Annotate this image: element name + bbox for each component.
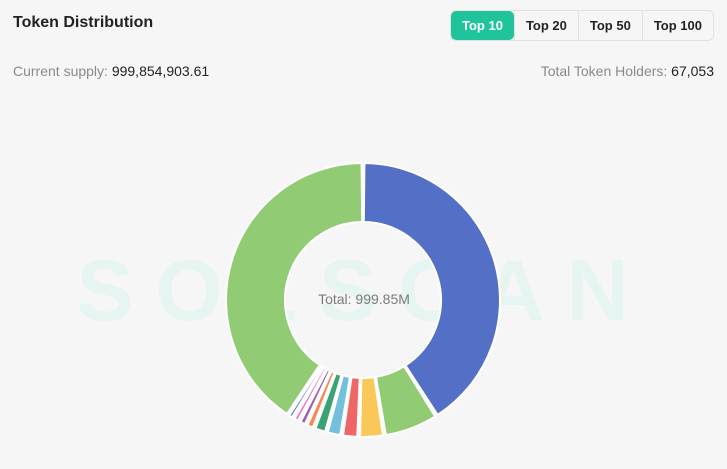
donut-slice-11[interactable] — [225, 162, 364, 415]
current-supply-label: Current supply: — [13, 63, 108, 79]
tab-top-10[interactable]: Top 10 — [451, 11, 514, 40]
donut-slice-1[interactable] — [362, 162, 501, 416]
current-supply-value: 999,854,903.61 — [111, 63, 210, 79]
total-token-holders: Total Token Holders: 67,053 — [541, 63, 714, 79]
current-supply: Current supply: 999,854,903.61 — [13, 63, 209, 79]
holders-value: 67,053 — [671, 63, 714, 79]
tab-top-100[interactable]: Top 100 — [641, 11, 713, 40]
donut-slice-5[interactable] — [326, 374, 351, 437]
tab-top-20[interactable]: Top 20 — [513, 11, 578, 40]
donut-center-label: Total: 999.85M — [318, 291, 410, 307]
donut-slice-6[interactable] — [314, 372, 343, 433]
donut-slice-3[interactable] — [359, 376, 385, 438]
tab-top-50[interactable]: Top 50 — [577, 11, 642, 40]
solscan-watermark: SOLSCAN — [76, 243, 651, 339]
card-title: Token Distribution — [13, 14, 154, 31]
donut-slice-4[interactable] — [341, 376, 361, 438]
donut-slice-2[interactable] — [375, 365, 437, 437]
donut-slice-7[interactable] — [306, 370, 336, 429]
tab-group: Top 10 Top 20 Top 50 Top 100 — [450, 10, 714, 41]
donut-slice-10[interactable] — [288, 364, 324, 419]
donut-slice-9[interactable] — [293, 366, 327, 422]
holders-label: Total Token Holders: — [540, 63, 668, 79]
donut-slice-8[interactable] — [299, 368, 331, 426]
